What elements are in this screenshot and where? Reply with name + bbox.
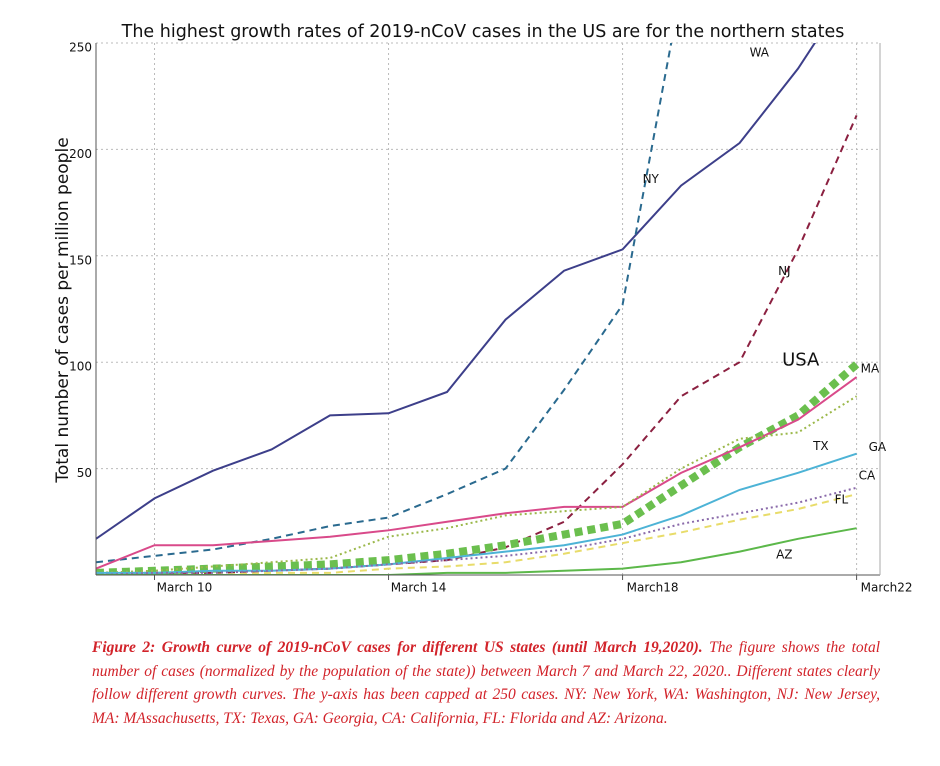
x-tick-label: March 10 [157,581,213,595]
series-label: FL [835,493,849,507]
x-tick-label: March18 [627,581,679,595]
series-line [96,395,858,574]
series-line [96,376,858,570]
series-line [96,43,673,564]
y-tick-label: 100 [69,360,92,374]
series-label: NJ [778,264,791,278]
chart-title: The highest growth rates of 2019-nCoV ca… [121,22,845,42]
plot [96,43,860,575]
series-label: MA [861,362,880,376]
series-label: NY [643,172,660,186]
grid [96,42,880,575]
y-tick-label: 150 [69,253,92,267]
series-label: CA [859,468,876,482]
x-tick-label: March22 [861,581,913,595]
y-tick-label: 50 [77,466,92,480]
series-line [96,43,817,540]
series-line [96,486,857,575]
chart: The highest growth rates of 2019-nCoV ca… [53,22,913,595]
caption-title: Figure 2: Growth curve of 2019-nCoV case… [92,639,703,656]
caption: Figure 2: Growth curve of 2019-nCoV case… [92,636,880,730]
caption-body: The figure shows the total number of cas… [92,639,881,727]
series-line [96,361,860,575]
series-label: AZ [776,547,792,561]
x-tick-label: March 14 [391,581,447,595]
y-tick-label: 250 [69,41,92,55]
series-label: TX [812,439,829,453]
labels: 50 100 150 200 250 March 10 March 14 March18 Mar… [69,41,912,595]
series-line [96,493,857,575]
series-label: USA [782,349,820,370]
y-tick-label: 200 [69,147,92,161]
series-line [96,114,858,574]
series-line [96,527,857,575]
y-axis-label: Total number of cases per million people [53,137,73,483]
series-label: GA [869,440,887,454]
series-label: WA [750,46,770,60]
series-line [96,452,857,574]
